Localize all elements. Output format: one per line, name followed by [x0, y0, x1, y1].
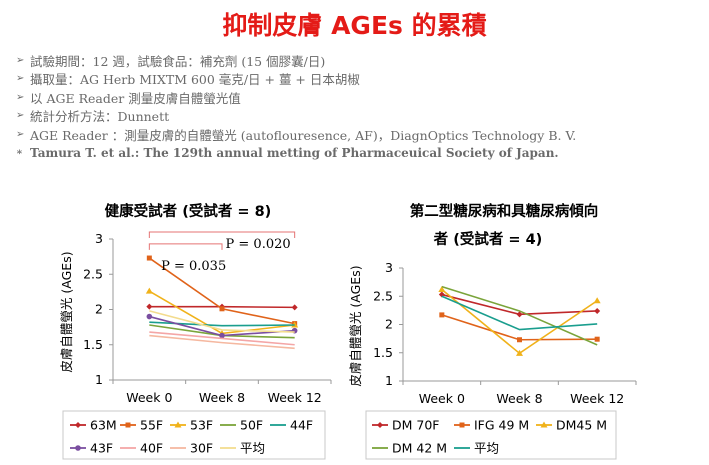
legend-label: DM45 M: [556, 418, 607, 433]
bullet-item: ➢ AGE Reader ：測量皮膚的自體螢光 (autoflouresence,…: [16, 125, 706, 144]
data-point: [291, 304, 298, 311]
x-tick-label: Week 12: [570, 391, 624, 406]
left-y-axis-label: 皮膚自體螢光 (AGEs): [59, 251, 74, 372]
x-tick-label: Week 0: [419, 391, 465, 406]
data-point: [146, 255, 152, 261]
x-tick-label: Week 12: [268, 390, 322, 405]
legend-marker: [75, 445, 81, 451]
bullet-item: ➢ 統計分析方法：Dunnett: [16, 107, 706, 126]
left-legend: 63M 55F 53F 50F 44F 43F 40F 30F 平均: [70, 418, 313, 456]
x-tick-label: Week 8: [496, 391, 542, 406]
asterisk-icon: ∗: [16, 147, 23, 159]
right-legend: DM 70F IFG 49 M DM45 M DM 42 M 平均: [372, 418, 607, 456]
legend-marker: [174, 421, 182, 428]
legend-marker: [540, 421, 548, 428]
reference-text: Tamura T. et al.: The 129th annual metti…: [30, 145, 559, 160]
series-line: [148, 290, 295, 335]
data-point: [594, 336, 600, 342]
bullet-marker-icon: ➢: [16, 73, 25, 85]
bullet-marker-icon: ➢: [16, 54, 25, 66]
data-point: [516, 349, 523, 356]
legend-marker: [459, 422, 465, 428]
page-title: 抑制皮膚 AGEs 的累積: [222, 11, 487, 40]
bullet-item: ➢ 攝取量：AG Herb MIXTM 600 毫克/日 + 薑 + 日本胡椒: [16, 70, 706, 89]
bullet-item: ➢ 試驗期間：12 週，試驗食品：補充劑 (15 個膠囊/日): [16, 51, 706, 70]
series-line: [149, 331, 295, 346]
data-point: [145, 287, 153, 294]
series-line: [149, 334, 295, 350]
y-tick-label: 1: [95, 372, 103, 387]
legend-marker: [377, 422, 383, 428]
legend-label: DM 42 M: [392, 441, 447, 456]
p-value-label: P = 0.035: [161, 259, 226, 274]
data-point: [594, 307, 601, 314]
legend-label: 30F: [190, 441, 213, 456]
y-tick-label: 3: [385, 260, 393, 275]
legend-label: 55F: [140, 418, 163, 433]
legend-label: 50F: [240, 418, 263, 433]
data-point: [516, 311, 523, 318]
data-point: [219, 306, 225, 312]
legend-label: DM 70F: [392, 418, 439, 433]
legend-marker: [75, 422, 81, 428]
legend-label: 平均: [240, 441, 265, 456]
p-value-label: P = 0.020: [226, 237, 291, 252]
y-tick-label: 1.5: [83, 337, 103, 352]
data-point: [517, 337, 522, 343]
bullet-marker-icon: ➢: [16, 91, 25, 103]
right-chart-subtitle: 者 (受試者 = 4): [434, 230, 543, 248]
left-chart-title: 健康受試者 (受試者 = 8): [105, 202, 272, 220]
data-point: [438, 285, 446, 292]
bullet-text: AGE Reader ：測量皮膚的自體螢光 (autoflouresence, …: [30, 127, 577, 143]
data-point: [439, 312, 445, 318]
bullet-marker-icon: ➢: [16, 110, 25, 122]
y-tick-label: 1.5: [373, 345, 393, 360]
y-tick-label: 1: [385, 373, 393, 388]
series-line: [149, 310, 295, 333]
data-point: [291, 321, 299, 328]
y-tick-label: 2.5: [83, 266, 103, 281]
legend-label: 44F: [290, 418, 313, 433]
series-line: [441, 288, 598, 355]
data-point: [219, 332, 225, 339]
bullet-item: ➢ 以 AGE Reader 測量皮膚自體螢光值: [16, 88, 706, 107]
right-legend-box: [365, 410, 617, 460]
y-tick-label: 2: [385, 317, 393, 332]
bullet-text: 試驗期間：12 週，試驗食品：補充劑 (15 個膠囊/日): [30, 53, 326, 69]
series-line: [441, 295, 598, 331]
legend-marker: [125, 422, 131, 428]
y-tick-label: 2: [95, 302, 103, 317]
bullet-text: 攝取量：AG Herb MIXTM 600 毫克/日 + 薑 + 日本胡椒: [30, 72, 360, 88]
series-line: [441, 314, 598, 341]
data-point: [146, 303, 153, 310]
bullet-list: ➢ 試驗期間：12 週，試驗食品：補充劑 (15 個膠囊/日) ➢ 攝取量：AG H…: [16, 51, 706, 162]
reference-note: ∗ Tamura T. et al.: The 129th annual mett…: [16, 144, 706, 163]
bullet-text: 統計分析方法：Dunnett: [30, 109, 170, 125]
legend-label: IFG 49 M: [474, 418, 529, 433]
legend-label: 53F: [190, 418, 213, 433]
series-line: [441, 285, 598, 346]
right-y-axis-label: 皮膚自體螢光 (AGEs): [348, 265, 363, 386]
legend-label: 平均: [474, 441, 499, 456]
bullet-marker-icon: ➢: [16, 128, 25, 140]
right-chart: 1 1.5 2 2.5 3 Week 0 Week 8 Week 12: [373, 260, 637, 406]
data-point: [593, 297, 601, 304]
legend-label: 40F: [140, 441, 163, 456]
bullet-text: 以 AGE Reader 測量皮膚自體螢光值: [30, 90, 241, 106]
x-tick-label: Week 8: [199, 390, 245, 405]
x-tick-label: Week 0: [126, 390, 172, 405]
legend-label: 43F: [90, 441, 113, 456]
data-point: [146, 313, 153, 320]
right-chart-title: 第二型糖尿病和具糖尿病傾向: [410, 202, 599, 220]
left-legend-box: [62, 410, 326, 460]
significance-bracket: [148, 243, 223, 250]
y-tick-label: 3: [95, 231, 103, 246]
y-tick-label: 2.5: [373, 288, 393, 303]
legend-label: 63M: [90, 418, 117, 433]
significance-bracket: [148, 231, 296, 238]
